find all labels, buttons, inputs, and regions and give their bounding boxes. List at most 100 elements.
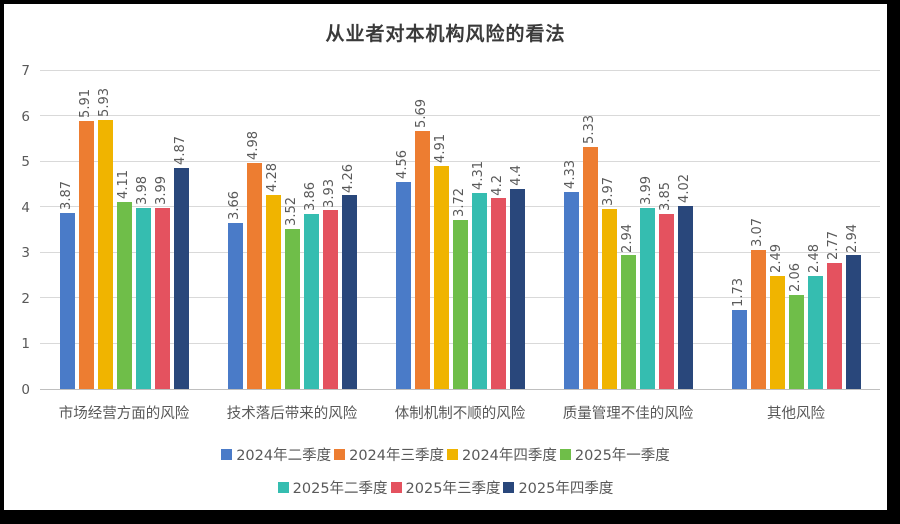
bar: 4.02 [677, 174, 693, 389]
bar: 3.99 [639, 176, 655, 389]
legend-item: 2025年二季度 [277, 477, 388, 498]
legend-swatch [447, 448, 458, 460]
plot-area: 3.87 5.91 5.93 4.11 3.98 3.99 4.87 3.66 4.98 4.28… [40, 70, 880, 390]
bar: 3.72 [452, 188, 468, 389]
bar-value-label: 4.31 [471, 161, 486, 191]
legend-item: 2024年四季度 [447, 444, 557, 465]
x-category-label: 其他风险 [767, 406, 825, 422]
bar: 3.85 [658, 182, 674, 389]
gridline [40, 160, 880, 162]
bar-value-label: 2.06 [788, 263, 803, 293]
bar-group: 4.33 5.33 3.97 2.94 3.99 3.85 4.02 [544, 71, 712, 389]
bar: 5.91 [78, 89, 94, 389]
y-tick-label: 2 [21, 290, 30, 307]
bar: 3.98 [135, 176, 151, 389]
bar-group: 3.87 5.91 5.93 4.11 3.98 3.99 4.87 [40, 71, 208, 389]
bar: 4.98 [246, 131, 262, 389]
legend-row-1: 2024年二季度 2024年三季度 2024年四季度 2025年一季度 [4, 444, 887, 464]
legend-label: 2024年四季度 [462, 447, 557, 464]
legend-swatch [334, 448, 346, 460]
legend-swatch [277, 481, 289, 493]
bar: 2.94 [620, 224, 636, 389]
bar: 5.93 [97, 88, 113, 389]
bar: 4.31 [471, 161, 487, 389]
bar-value-label: 5.69 [414, 98, 429, 128]
x-axis: 市场经营方面的风险 技术落后带来的风险 体制机制不顺的风险 质量管理不佳的风险 其他风险 [40, 402, 880, 423]
x-category-label: 质量管理不佳的风险 [562, 406, 694, 422]
bar-value-label: 2.77 [826, 231, 841, 261]
bar-value-label: 1.73 [731, 278, 746, 308]
bar-value-label: 5.33 [582, 114, 597, 144]
bar-value-label: 4.91 [433, 134, 448, 163]
y-tick-label: 4 [21, 199, 30, 216]
bar-value-label: 3.97 [601, 176, 616, 206]
legend-label: 2025年一季度 [574, 447, 670, 464]
bar-value-label: 4.4 [509, 165, 524, 187]
y-tick-label: 5 [21, 154, 30, 171]
bar: 4.4 [509, 165, 525, 389]
bar-value-label: 3.85 [658, 182, 673, 212]
bar: 4.87 [173, 136, 189, 389]
bar: 2.94 [845, 224, 861, 389]
bar-value-label: 3.99 [639, 175, 654, 205]
chart-title: 从业者对本机构风险的看法 [325, 23, 566, 45]
bar: 4.56 [395, 150, 411, 389]
bar-value-label: 3.07 [750, 217, 765, 247]
bar-value-label: 5.93 [97, 87, 112, 117]
bar-value-label: 3.86 [303, 181, 318, 211]
bar: 4.33 [563, 160, 579, 389]
bar-value-label: 3.52 [284, 197, 299, 227]
legend: 2024年二季度 2024年三季度 2024年四季度 2025年一季度 2025年二季… [4, 444, 887, 510]
bar: 3.97 [601, 177, 617, 389]
bar: 3.07 [750, 218, 766, 389]
legend-swatch [559, 448, 571, 460]
bar-value-label: 4.33 [563, 160, 578, 190]
legend-label: 2025年二季度 [292, 480, 388, 497]
bar: 4.11 [116, 170, 132, 389]
bar-group: 3.66 4.98 4.28 3.52 3.86 3.93 4.26 [208, 71, 376, 389]
gridline [40, 115, 880, 117]
y-tick-label: 6 [21, 108, 30, 125]
bar: 4.28 [265, 163, 281, 389]
y-axis: 0 1 2 3 4 5 6 7 [4, 63, 36, 398]
bar-value-label: 4.56 [395, 149, 410, 179]
bar: 5.69 [414, 99, 430, 389]
bar-value-label: 4.26 [341, 163, 356, 193]
bar: 3.52 [284, 197, 300, 389]
bar: 2.48 [807, 244, 823, 389]
bar: 2.77 [826, 231, 842, 389]
bar-value-label: 2.49 [769, 243, 784, 273]
y-tick-label: 3 [21, 245, 30, 262]
gridline [40, 206, 880, 208]
bar: 1.73 [731, 278, 747, 389]
bar: 2.49 [769, 244, 785, 389]
legend-item: 2025年四季度 [503, 477, 613, 498]
x-category-label: 体制机制不顺的风险 [394, 406, 526, 422]
legend-swatch [221, 448, 233, 460]
bar-value-label: 4.2 [490, 174, 505, 196]
bar-value-label: 4.98 [246, 130, 261, 160]
bar-value-label: 3.72 [452, 188, 467, 218]
bar-value-label: 4.28 [265, 162, 280, 192]
legend-swatch [390, 481, 402, 493]
y-tick-label: 1 [21, 336, 30, 353]
bar-group: 1.73 3.07 2.49 2.06 2.48 2.77 2.94 [712, 71, 880, 389]
bar-group: 4.56 5.69 4.91 3.72 4.31 4.2 4.4 [376, 71, 544, 389]
legend-label: 2025年三季度 [405, 480, 501, 497]
x-category-label: 市场经营方面的风险 [58, 406, 190, 422]
legend-label: 2024年二季度 [236, 447, 332, 464]
legend-label: 2024年三季度 [349, 447, 444, 464]
bar: 4.2 [490, 175, 506, 389]
legend-swatch [503, 481, 515, 493]
bar-value-label: 3.93 [322, 178, 337, 208]
x-category-label: 技术落后带来的风险 [226, 406, 358, 422]
bar: 3.93 [322, 179, 338, 389]
bar-value-label: 2.94 [620, 223, 635, 253]
bar-value-label: 4.02 [677, 174, 692, 204]
y-tick-label: 7 [21, 63, 30, 79]
bar: 3.87 [59, 181, 75, 389]
bar-value-label: 3.66 [227, 190, 242, 220]
bar: 3.86 [303, 182, 319, 389]
y-tick-label: 0 [21, 382, 30, 398]
